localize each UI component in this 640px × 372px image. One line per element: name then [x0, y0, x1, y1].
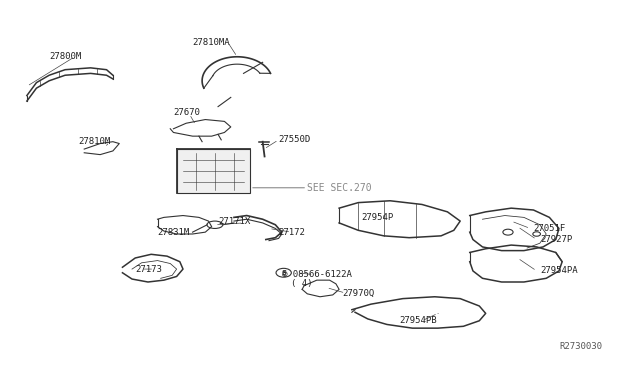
Text: ( 4): ( 4) [291, 279, 313, 288]
Text: 27954P: 27954P [362, 213, 394, 222]
Bar [177, 149, 250, 193]
Text: R2730030: R2730030 [559, 342, 602, 351]
Text: 27173: 27173 [135, 264, 162, 273]
Text: 27051F: 27051F [534, 224, 566, 233]
Text: 27670: 27670 [173, 108, 200, 117]
Text: 27172: 27172 [278, 228, 305, 237]
Text: 27954PB: 27954PB [399, 316, 437, 325]
Text: 27171X: 27171X [218, 217, 250, 225]
Text: 27927P: 27927P [540, 235, 572, 244]
Text: 27550D: 27550D [278, 135, 311, 144]
Text: SEE SEC.270: SEE SEC.270 [307, 183, 372, 193]
Text: © 08566-6122A: © 08566-6122A [282, 270, 351, 279]
Text: 27800M: 27800M [49, 52, 81, 61]
Text: 27970Q: 27970Q [342, 289, 374, 298]
Text: 27810M: 27810M [78, 137, 110, 146]
Text: 27831M: 27831M [157, 228, 189, 237]
Text: 27954PA: 27954PA [540, 266, 577, 275]
Text: 27810MA: 27810MA [193, 38, 230, 46]
Text: S: S [281, 270, 286, 276]
